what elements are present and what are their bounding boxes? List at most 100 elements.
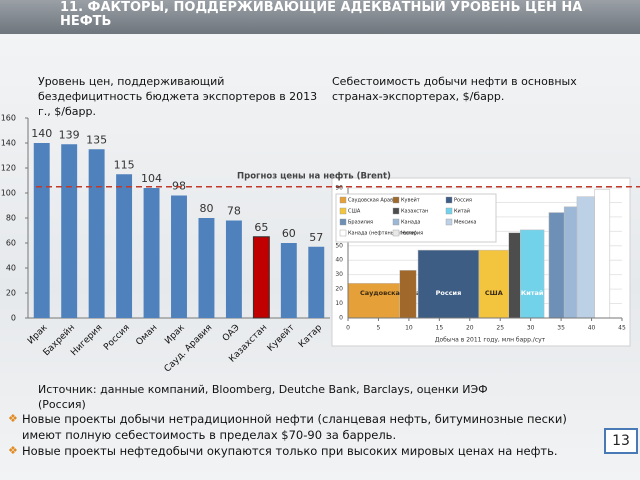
value-label: 104 — [141, 172, 162, 185]
y-tick-label: 30 — [335, 271, 343, 278]
cost-block — [417, 249, 480, 319]
legend-swatch — [392, 207, 400, 215]
value-label: 139 — [59, 128, 80, 141]
y-tick-label: 0 — [11, 314, 16, 323]
value-label: 57 — [309, 231, 323, 244]
bar — [88, 149, 105, 318]
page-number: 13 — [604, 428, 638, 454]
legend-label: Нигерия — [401, 231, 423, 237]
value-label: 78 — [227, 205, 241, 218]
cost-block — [478, 249, 509, 319]
x-tick-label: 25 — [496, 325, 504, 332]
value-label: 115 — [114, 158, 135, 171]
value-label: 60 — [282, 227, 296, 240]
legend-swatch — [445, 196, 453, 204]
x-tick-label: Оман — [134, 323, 159, 348]
y-tick-label: 10 — [335, 300, 343, 307]
value-label: 140 — [31, 127, 52, 140]
legend-swatch — [392, 218, 400, 226]
y-tick-label: 0 — [339, 315, 343, 322]
legend-swatch — [339, 207, 347, 215]
bar — [33, 143, 50, 318]
legend-label: США — [348, 209, 361, 215]
block-label: Россия — [436, 289, 462, 297]
cost-block — [399, 270, 417, 319]
cost-block — [520, 229, 545, 319]
y-tick-label: 50 — [335, 242, 343, 249]
header-bar: 11. ФАКТОРЫ, ПОДДЕРЖИВАЮЩИЕ АДЕКВАТНЫЙ У… — [0, 0, 640, 34]
block-label: США — [485, 289, 503, 297]
legend-label: Кувейт — [401, 197, 420, 204]
x-tick-label: Ирак — [163, 322, 187, 346]
bar — [198, 218, 215, 318]
right-chart-title: Себестоимость добычи нефти в основных ст… — [332, 75, 577, 103]
x-tick-label: 15 — [436, 325, 444, 332]
y-tick-label: 100 — [1, 189, 16, 198]
x-tick-label: Россия — [102, 323, 132, 353]
legend-swatch — [392, 196, 400, 204]
legend-swatch — [339, 218, 347, 226]
bullet: Новые проекты нефтедобычи окупаются толь… — [6, 443, 606, 459]
legend-swatch — [392, 229, 400, 237]
legend-swatch — [339, 196, 347, 204]
x-tick-label: 0 — [346, 325, 350, 332]
cost-block — [576, 196, 595, 319]
x-tick-label: 40 — [588, 325, 596, 332]
bar — [143, 188, 160, 318]
legend-swatch — [445, 218, 453, 226]
y-tick-label: 40 — [335, 257, 343, 264]
x-tick-label: 45 — [618, 325, 626, 332]
y-tick-label: 20 — [6, 289, 16, 298]
legend-label: Китай — [454, 208, 470, 215]
legend-label: Бразилия — [348, 220, 373, 226]
cost-block — [508, 232, 521, 319]
slide-title: 11. ФАКТОРЫ, ПОДДЕРЖИВАЮЩИЕ АДЕКВАТНЫЙ У… — [60, 0, 583, 29]
bullets: Новые проекты добычи нетрадиционной нефт… — [6, 411, 606, 459]
x-axis-title: Добыча в 2011 году, млн барр./сут — [435, 337, 546, 344]
bar — [252, 236, 270, 319]
block-label: Китай — [521, 289, 544, 297]
legend-label: Казахстан — [401, 209, 428, 215]
legend-swatch — [339, 229, 347, 237]
legend-swatch — [445, 207, 453, 215]
y-tick-label: 140 — [1, 139, 16, 148]
left-chart-title: Уровень цен, поддерживающий бездефицитно… — [38, 75, 318, 118]
value-label: 65 — [254, 221, 268, 234]
bar — [171, 195, 187, 318]
x-tick-label: Ирак — [26, 322, 50, 346]
y-tick-label: 40 — [6, 264, 16, 273]
x-tick-label: 10 — [405, 325, 413, 332]
legend-label: Канада — [401, 220, 420, 226]
x-tick-label: 20 — [466, 325, 474, 332]
block-label: Саудовская Аравия — [360, 289, 433, 297]
y-tick-label: 80 — [6, 214, 16, 223]
legend-label: Саудовская Аравия — [348, 198, 399, 204]
x-tick-label: Кувейт — [266, 323, 297, 354]
cost-block — [548, 212, 565, 319]
bar — [280, 243, 297, 318]
bar — [308, 246, 325, 318]
cost-block — [563, 206, 578, 319]
y-tick-label: 20 — [335, 286, 343, 293]
y-tick-label: 160 — [1, 114, 16, 123]
x-tick-label: Катар — [297, 323, 324, 350]
bar — [61, 144, 78, 318]
x-tick-label: 5 — [377, 325, 381, 332]
source: Источник: данные компаний, Bloomberg, De… — [38, 383, 488, 411]
bar — [225, 220, 242, 318]
y-tick-label: 90 — [335, 185, 343, 192]
bar — [116, 174, 133, 318]
y-tick-label: 120 — [1, 164, 16, 173]
bullet: Новые проекты добычи нетрадиционной нефт… — [6, 411, 606, 443]
value-label: 80 — [199, 202, 213, 215]
legend-box — [335, 193, 497, 243]
x-tick-label: ОАЭ — [221, 323, 242, 344]
x-tick-label: 35 — [557, 325, 565, 332]
legend-label: Мексика — [454, 220, 477, 226]
x-tick-label: 30 — [527, 325, 535, 332]
value-label: 135 — [86, 133, 107, 146]
y-tick-label: 60 — [6, 239, 16, 248]
x-tick-label: Сауд. Аравия — [163, 323, 215, 375]
